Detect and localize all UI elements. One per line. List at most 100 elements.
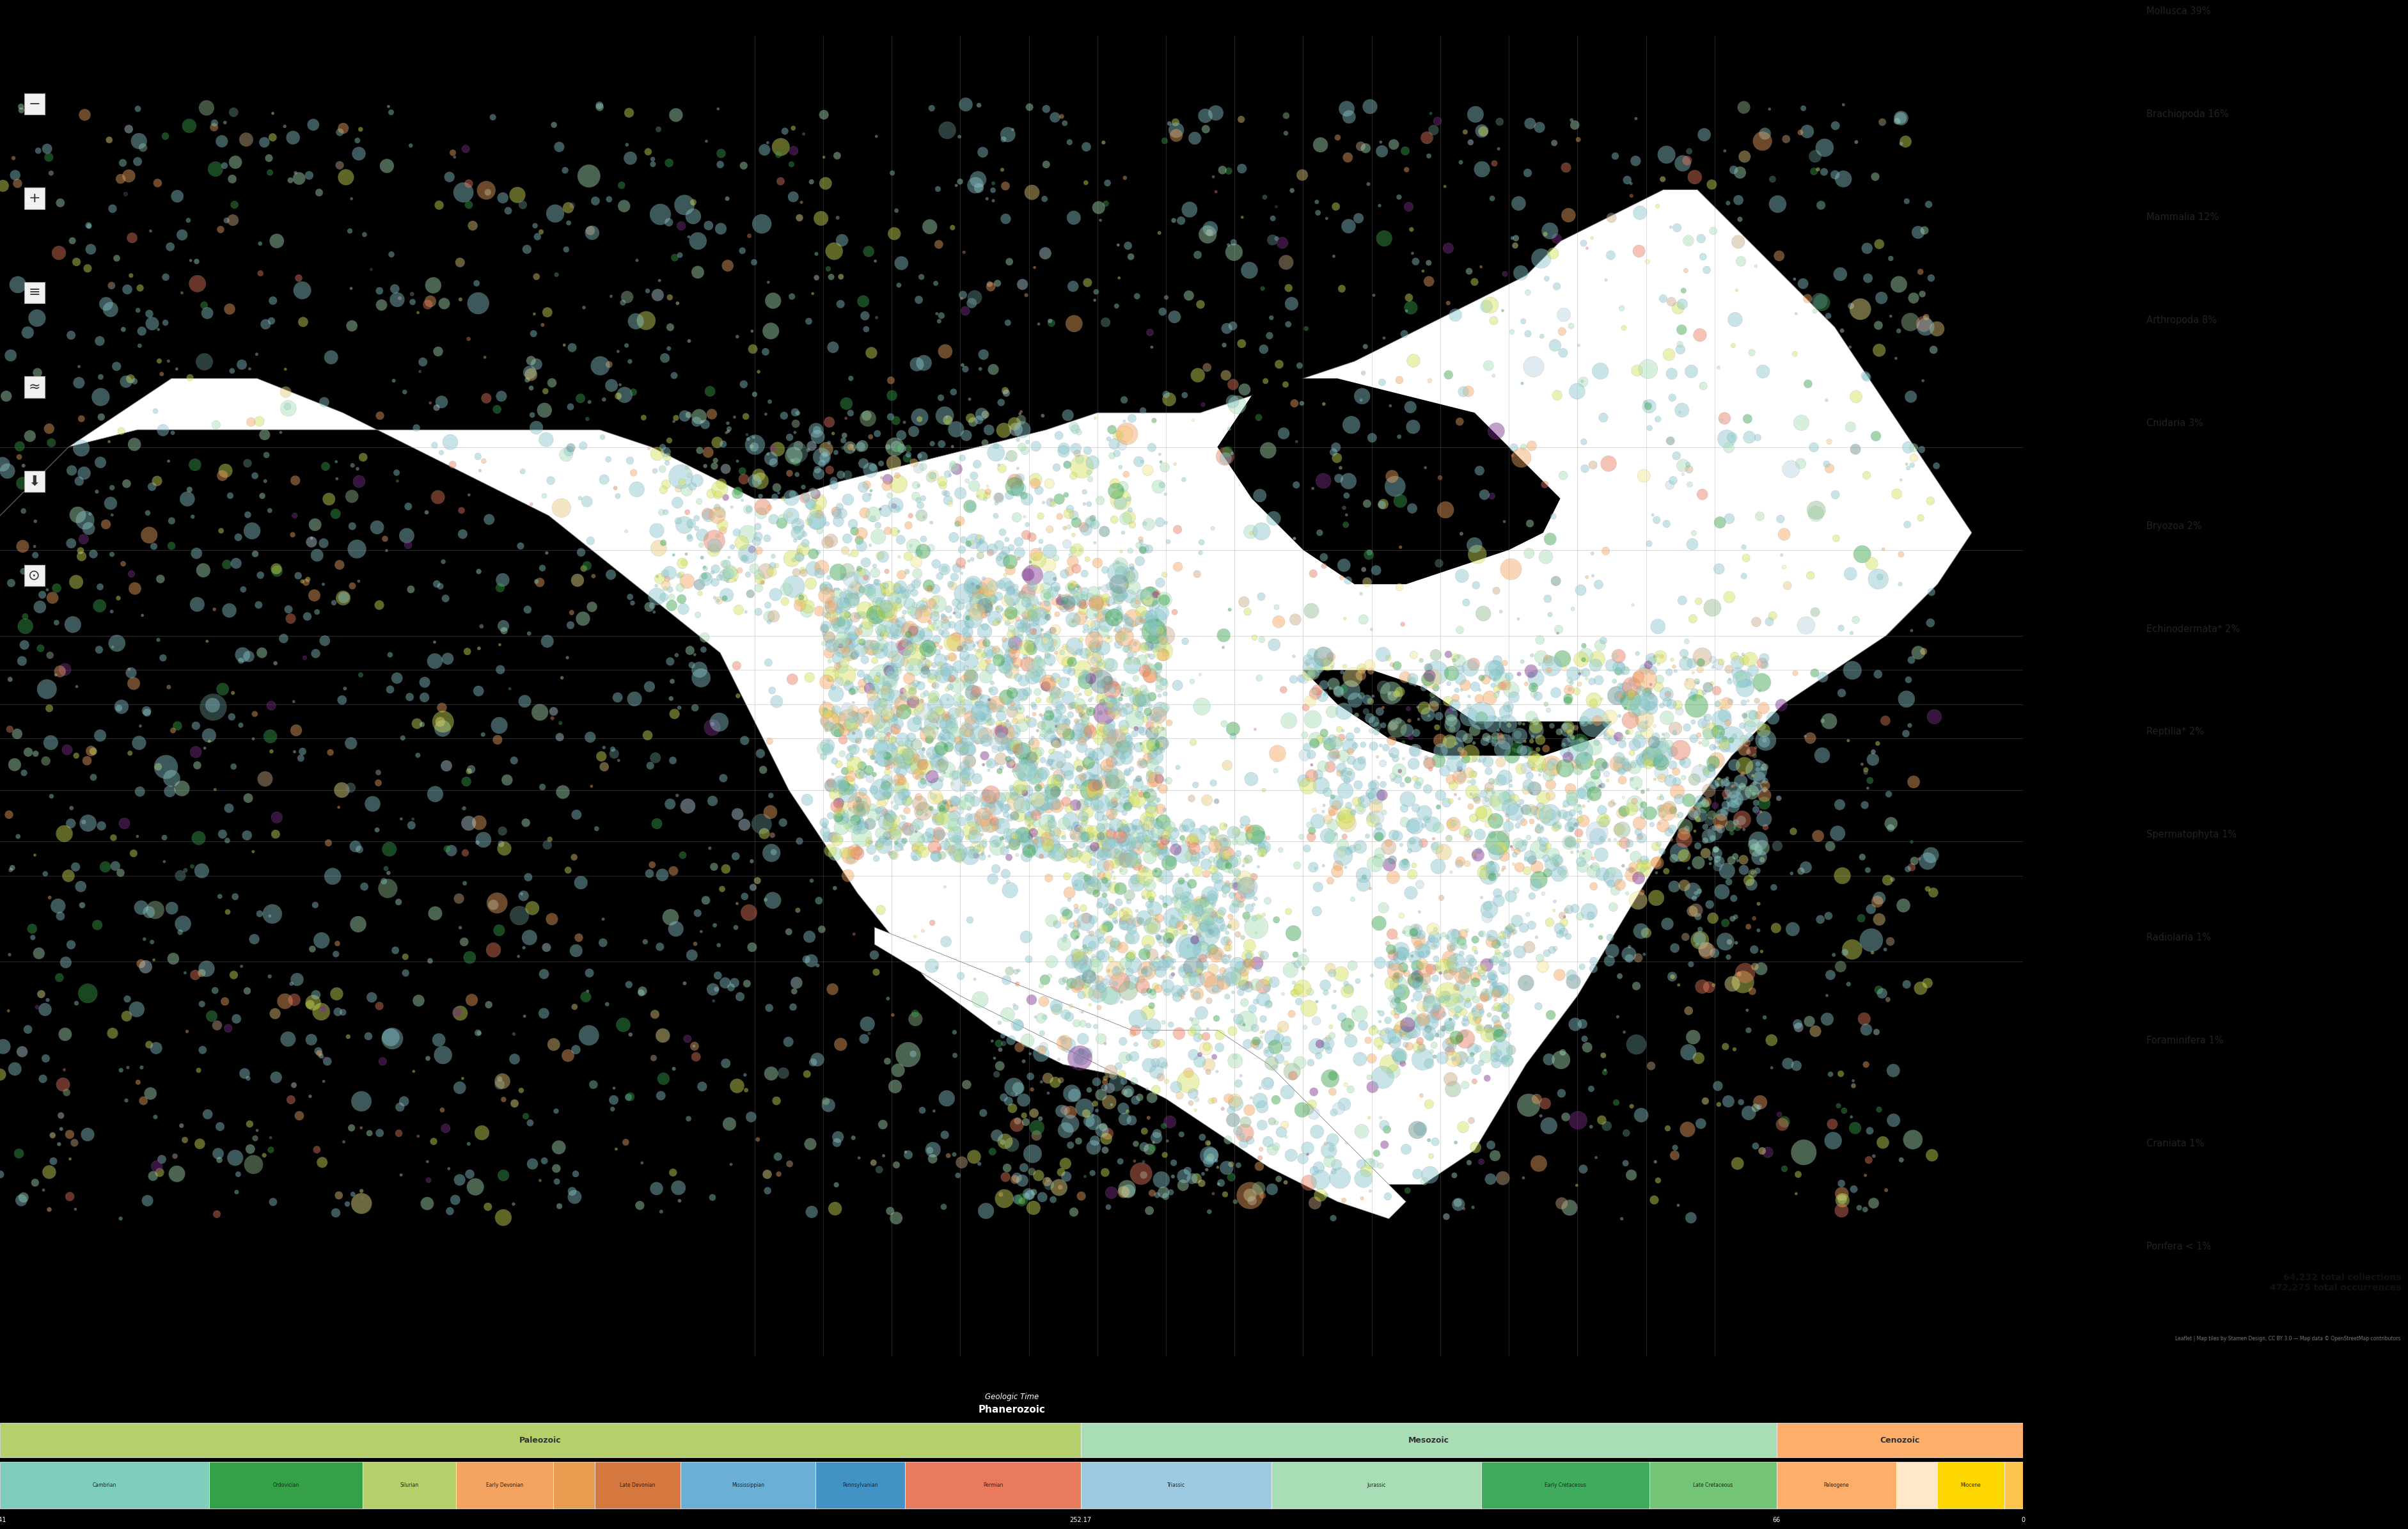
Point <box>1695 772 1734 797</box>
Point <box>1052 659 1091 683</box>
Point <box>1332 413 1370 437</box>
Point <box>272 1087 311 1112</box>
Point <box>1373 847 1411 872</box>
Point <box>1572 786 1611 810</box>
Point <box>1069 816 1108 841</box>
Point <box>1110 647 1149 671</box>
Point <box>53 323 92 347</box>
Point <box>1122 599 1161 624</box>
Point <box>1103 474 1141 498</box>
Text: Cnidaria 3%: Cnidaria 3% <box>2146 419 2203 428</box>
Point <box>1519 818 1558 842</box>
Point <box>1129 846 1168 870</box>
Point <box>898 807 937 832</box>
Point <box>893 679 932 703</box>
Point <box>1411 368 1450 393</box>
Point <box>1283 1098 1322 1122</box>
Point <box>1674 680 1712 705</box>
Point <box>1129 700 1168 725</box>
Point <box>144 850 183 875</box>
Point <box>1115 769 1153 794</box>
Point <box>1599 659 1637 683</box>
Point <box>990 605 1028 630</box>
Point <box>1712 907 1751 931</box>
Point <box>848 612 886 636</box>
Point <box>643 500 681 524</box>
Point <box>814 609 852 633</box>
Point <box>1399 899 1438 924</box>
Point <box>1141 570 1180 595</box>
Point <box>1137 807 1175 832</box>
Point <box>1647 512 1686 537</box>
Point <box>990 604 1028 628</box>
Point <box>1531 803 1570 827</box>
Point <box>1011 824 1050 849</box>
Point <box>169 486 207 511</box>
Point <box>1110 846 1149 870</box>
Point <box>1739 1095 1777 1119</box>
Point <box>1625 390 1664 414</box>
Point <box>556 1162 595 1187</box>
Point <box>913 662 951 687</box>
Point <box>809 668 848 693</box>
Point <box>958 483 997 508</box>
Point <box>819 670 857 694</box>
Point <box>568 979 607 1003</box>
Circle shape <box>2081 1001 2102 1079</box>
Point <box>980 1011 1019 1035</box>
Point <box>1361 734 1399 758</box>
Point <box>1144 1011 1182 1035</box>
Point <box>963 576 1002 601</box>
Point <box>838 836 877 861</box>
Point <box>949 761 987 786</box>
Point <box>1664 844 1702 868</box>
Point <box>1255 1057 1293 1081</box>
Point <box>1652 289 1690 313</box>
Point <box>650 336 689 361</box>
Point <box>1394 739 1433 763</box>
Point <box>686 567 725 592</box>
Point <box>1466 905 1505 930</box>
Point <box>978 693 1016 717</box>
Point <box>1659 972 1698 997</box>
Point <box>1551 777 1589 801</box>
Point <box>1146 639 1185 664</box>
Point <box>441 251 479 275</box>
Point <box>920 309 958 333</box>
Point <box>441 287 479 312</box>
Point <box>734 557 773 581</box>
Point <box>944 528 982 552</box>
Point <box>1546 760 1584 784</box>
Point <box>862 622 901 647</box>
Point <box>1245 1020 1283 1044</box>
Point <box>995 709 1033 734</box>
Point <box>917 844 956 868</box>
Point <box>814 601 852 625</box>
Point <box>1108 1079 1146 1104</box>
Point <box>1023 748 1062 772</box>
Point <box>1690 760 1729 784</box>
Point <box>1380 489 1418 514</box>
Point <box>987 1003 1026 1027</box>
Point <box>1216 890 1255 914</box>
Point <box>1011 635 1050 659</box>
Point <box>1717 810 1755 835</box>
Point <box>460 636 498 661</box>
Point <box>980 485 1019 509</box>
Point <box>1510 662 1548 687</box>
Point <box>1544 1040 1582 1064</box>
Point <box>999 428 1038 453</box>
Point <box>1825 1098 1864 1122</box>
Point <box>337 457 376 482</box>
Circle shape <box>2081 1208 2102 1286</box>
Point <box>368 154 407 179</box>
Point <box>1074 1102 1112 1127</box>
Point <box>1110 927 1149 951</box>
Point <box>949 532 987 557</box>
Point <box>848 700 886 725</box>
Point <box>1086 1032 1125 1057</box>
Point <box>1873 867 1912 891</box>
Point <box>1062 729 1100 754</box>
Point <box>1088 968 1127 992</box>
Point <box>1014 693 1052 717</box>
